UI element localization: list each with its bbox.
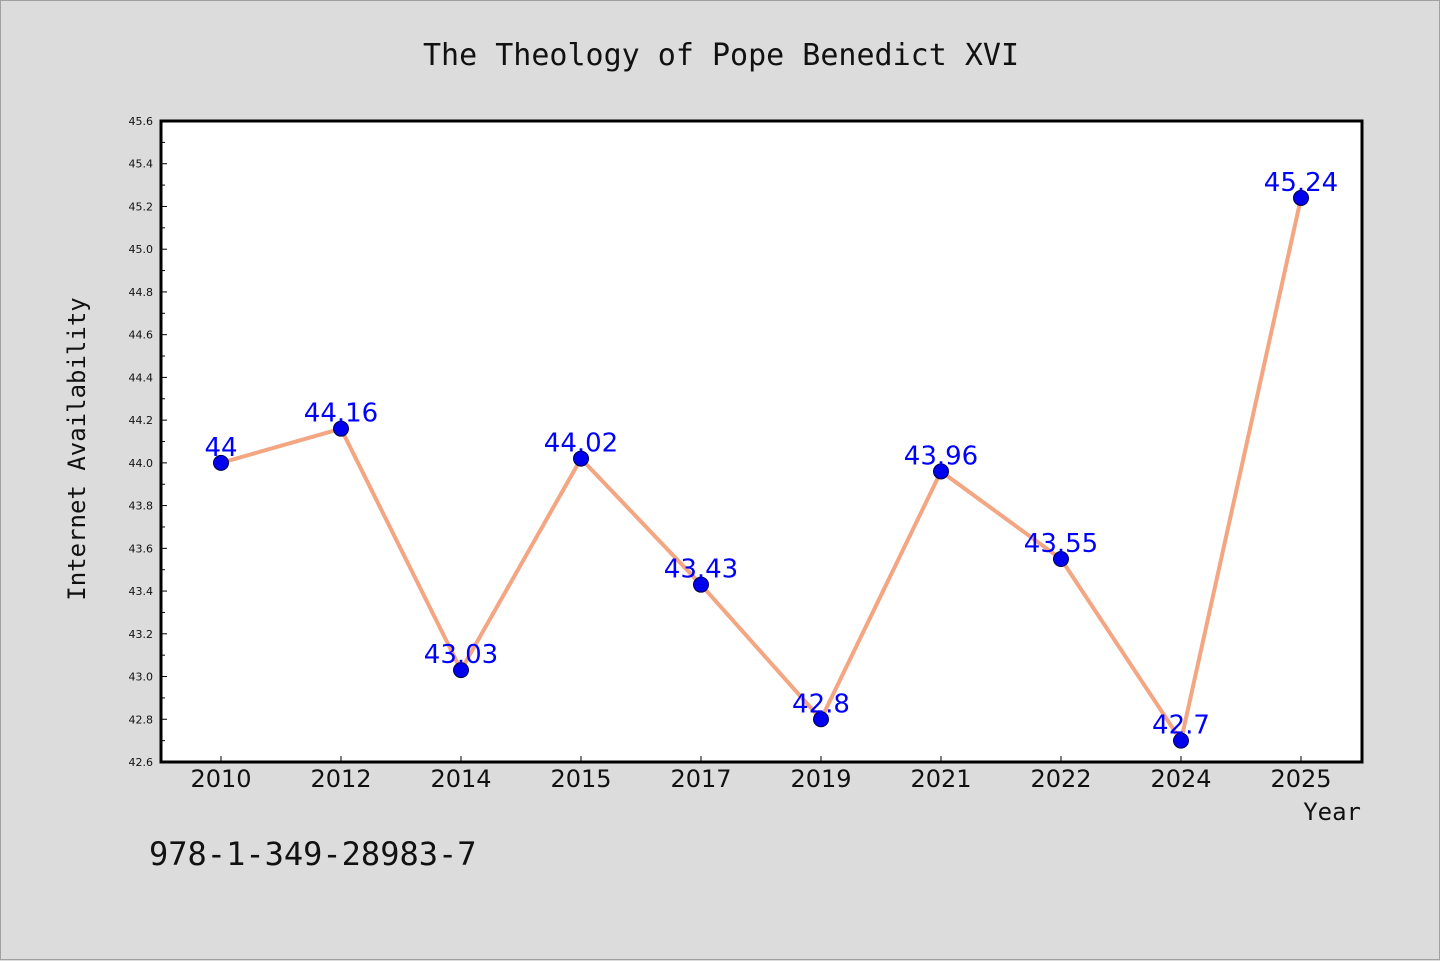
y-tick-label: 42.8: [129, 713, 154, 726]
data-label: 43.96: [904, 441, 978, 471]
data-label: 43.03: [424, 640, 498, 670]
y-axis: 42.6 42.8 43.0 43.2 43.4 43.6 43.8 44.0 44.2 44.4…: [129, 115, 167, 769]
data-labels: 44 44.16 43.03 44.02 43.43 42.8 43.96 43.55 42.7…: [204, 168, 1338, 741]
data-label: 44: [204, 433, 237, 463]
y-axis-label: Internet Availability: [63, 297, 91, 600]
series-line: [220, 197, 1303, 743]
data-point: [1293, 189, 1309, 206]
y-tick-label: 45.4: [129, 158, 154, 171]
data-point: [1173, 732, 1189, 749]
data-point: [1053, 551, 1069, 568]
chart-title: The Theology of Pope Benedict XVI: [423, 38, 1019, 73]
x-tick-label: 2022: [1030, 765, 1091, 793]
y-tick-label: 43.4: [129, 585, 154, 598]
x-tick-label: 2024: [1150, 765, 1211, 793]
footer-code: 978-1-349-28983-7: [149, 835, 477, 873]
x-tick-label: 2014: [430, 765, 491, 793]
y-tick-label: 45.2: [129, 200, 154, 213]
y-tick-label: 43.2: [129, 628, 154, 641]
data-point: [213, 454, 229, 471]
y-tick-label: 44.4: [129, 371, 154, 384]
x-tick-label: 2012: [310, 765, 371, 793]
y-tick-label: 44.8: [129, 286, 154, 299]
data-label: 44.02: [544, 429, 618, 459]
data-label: 42.8: [792, 689, 850, 719]
y-tick-label: 44.6: [129, 329, 154, 342]
y-tick-label: 42.6: [129, 756, 154, 769]
y-tick-label: 43.6: [129, 542, 154, 555]
data-label: 44.16: [304, 399, 378, 429]
data-label: 43.43: [664, 555, 738, 585]
data-point: [933, 463, 949, 480]
data-label: 43.55: [1024, 529, 1098, 559]
data-point: [453, 662, 469, 679]
data-point: [333, 420, 349, 437]
data-label: 45.24: [1264, 168, 1338, 198]
plot-area: [159, 119, 1364, 764]
x-tick-label: 2015: [550, 765, 611, 793]
data-label: 42.7: [1152, 711, 1210, 741]
x-tick-label: 2017: [670, 765, 731, 793]
data-point: [693, 576, 709, 593]
x-tick-label: 2025: [1270, 765, 1331, 793]
y-tick-label: 45.0: [129, 243, 154, 256]
y-tick-label: 44.2: [129, 414, 154, 427]
series-layer: [213, 189, 1309, 749]
y-tick-label: 43.0: [129, 671, 154, 684]
data-point: [813, 711, 829, 728]
x-axis: 2010 2012 2014 2015 2017 2019 2021 2022 2024 2025: [190, 756, 1332, 793]
x-tick-label: 2010: [190, 765, 251, 793]
data-point: [573, 450, 589, 467]
y-tick-label: 43.8: [129, 500, 154, 513]
y-tick-label: 44.0: [129, 457, 154, 470]
x-axis-label: Year: [1303, 798, 1361, 826]
x-tick-label: 2021: [910, 765, 971, 793]
y-tick-label: 45.6: [129, 115, 154, 128]
x-tick-label: 2019: [790, 765, 851, 793]
